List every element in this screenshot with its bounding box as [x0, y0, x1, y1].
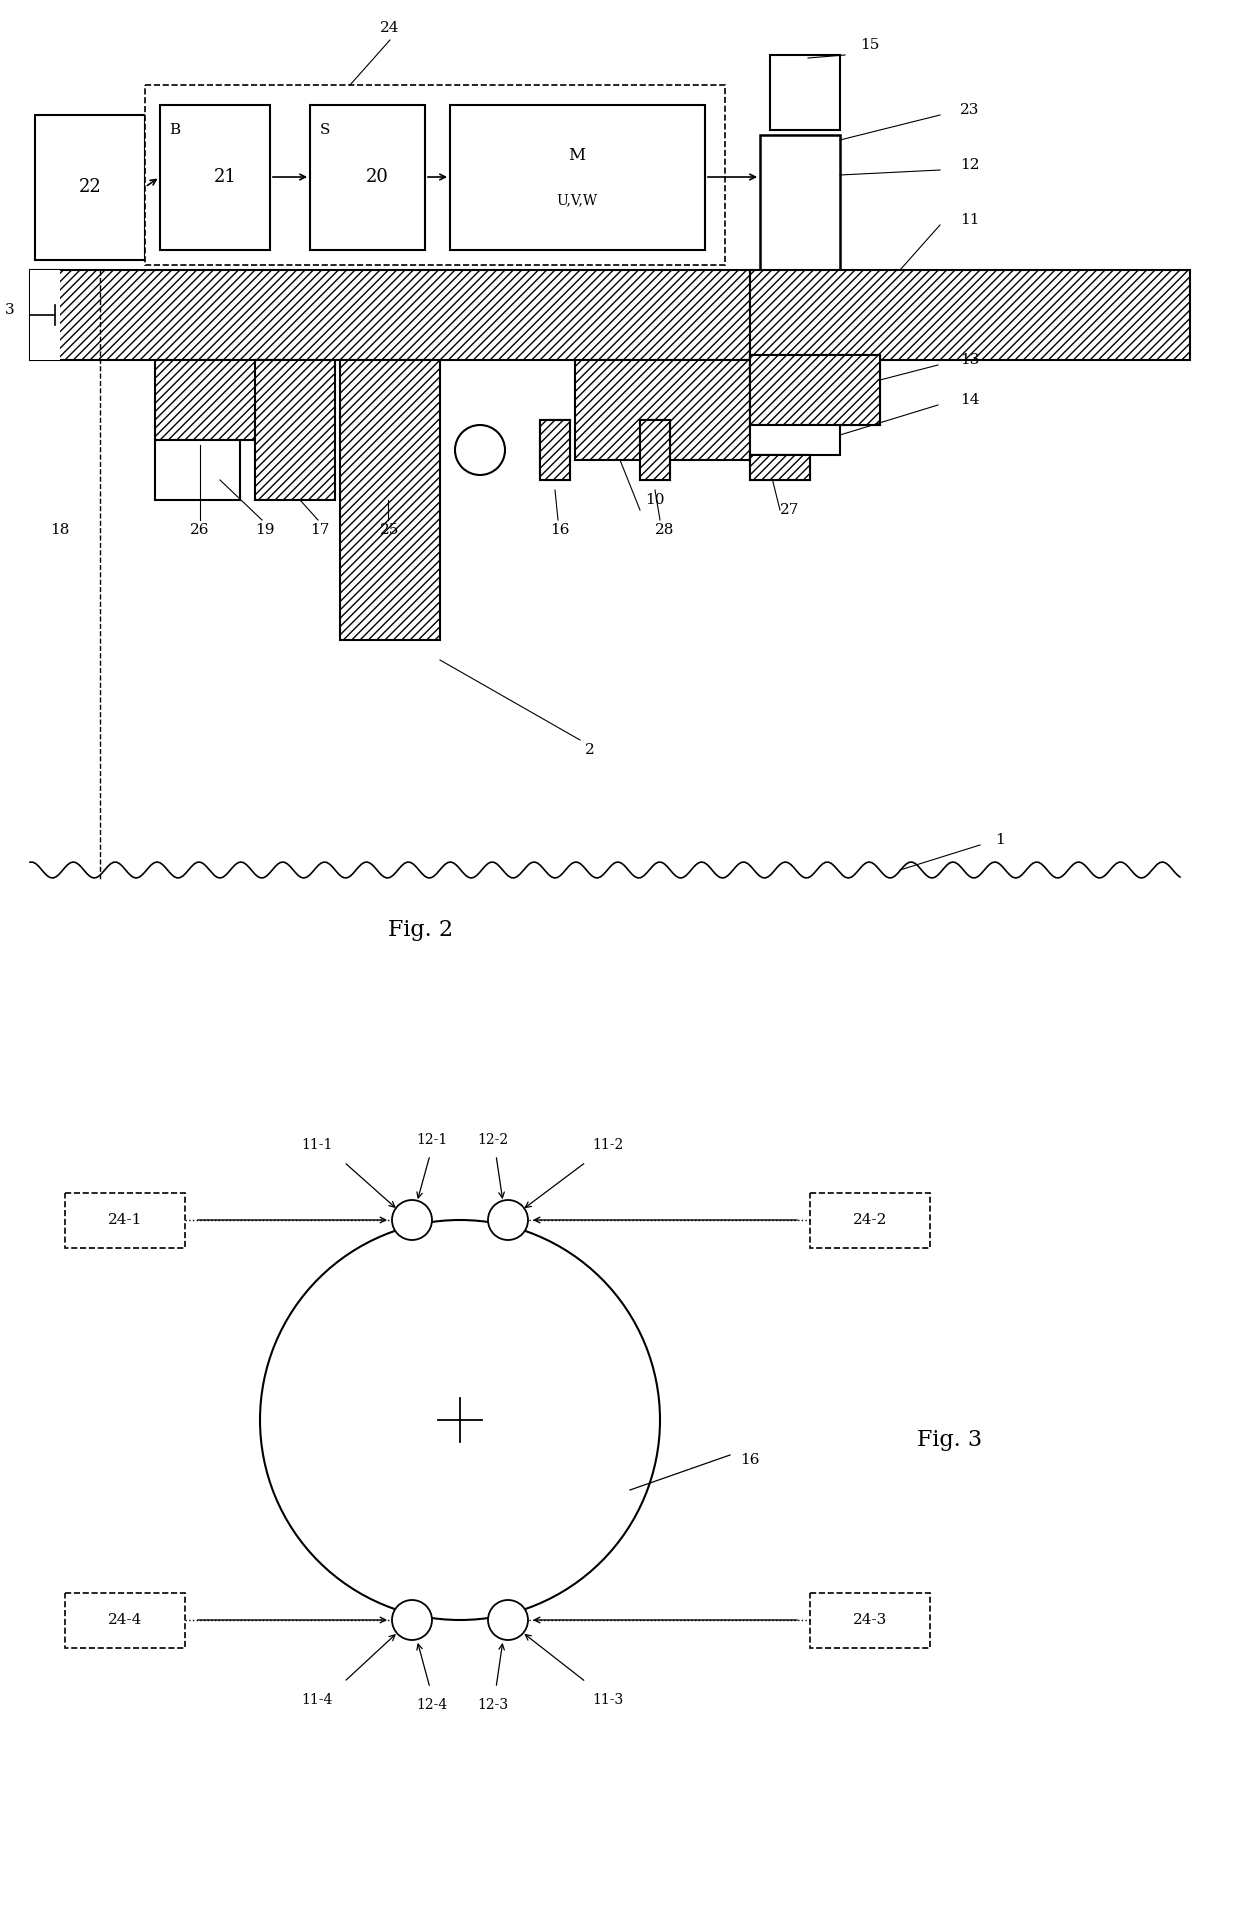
Text: 11: 11	[960, 213, 980, 227]
Bar	[155, 440, 241, 499]
Bar	[255, 360, 335, 499]
Circle shape	[260, 1219, 660, 1619]
Text: 11-3: 11-3	[593, 1694, 624, 1707]
Text: 1: 1	[996, 832, 1004, 848]
Text: 11-4: 11-4	[301, 1694, 332, 1707]
Text: 12: 12	[960, 158, 980, 171]
Text: 23: 23	[960, 103, 980, 116]
Circle shape	[392, 1200, 432, 1240]
Bar	[640, 419, 670, 480]
Text: 12-1: 12-1	[417, 1133, 448, 1147]
Text: 25: 25	[381, 524, 399, 537]
Circle shape	[392, 1600, 432, 1640]
Text: 12-3: 12-3	[477, 1697, 508, 1713]
Text: S: S	[320, 124, 330, 137]
Text: 10: 10	[645, 493, 665, 507]
Bar	[750, 354, 880, 425]
Bar	[750, 455, 810, 480]
Circle shape	[455, 425, 505, 474]
Bar	[640, 419, 670, 480]
Bar	[310, 105, 425, 250]
Bar	[750, 425, 839, 455]
Text: 12-2: 12-2	[477, 1133, 508, 1147]
Bar	[160, 105, 270, 250]
Text: B: B	[170, 124, 181, 137]
Text: 3: 3	[5, 303, 15, 316]
Text: M: M	[568, 147, 585, 164]
Text: 20: 20	[366, 168, 388, 187]
Bar	[30, 271, 60, 360]
Text: 19: 19	[255, 524, 275, 537]
Text: 28: 28	[655, 524, 675, 537]
Bar	[810, 1593, 930, 1648]
Circle shape	[489, 1200, 528, 1240]
Bar	[539, 419, 570, 480]
Text: Fig. 2: Fig. 2	[387, 918, 453, 941]
Bar	[145, 86, 725, 265]
Text: 16: 16	[551, 524, 569, 537]
Circle shape	[489, 1600, 528, 1640]
Bar	[750, 455, 810, 480]
Text: 26: 26	[190, 524, 210, 537]
Bar	[760, 135, 839, 280]
Text: 24-1: 24-1	[108, 1213, 143, 1227]
Text: 15: 15	[861, 38, 879, 51]
Text: U,V,W: U,V,W	[557, 192, 598, 208]
Bar	[64, 1593, 185, 1648]
Text: 27: 27	[780, 503, 800, 516]
Text: 24-4: 24-4	[108, 1614, 143, 1627]
Text: 22: 22	[78, 177, 102, 196]
Text: 2: 2	[585, 743, 595, 756]
Bar	[35, 114, 145, 259]
Text: 24-3: 24-3	[853, 1614, 887, 1627]
Bar	[340, 360, 440, 640]
Text: 18: 18	[51, 524, 69, 537]
Text: 11-2: 11-2	[593, 1137, 624, 1153]
Bar	[450, 105, 706, 250]
Text: 17: 17	[310, 524, 330, 537]
Text: 12-4: 12-4	[417, 1697, 448, 1713]
Text: 21: 21	[213, 168, 237, 187]
Text: Fig. 3: Fig. 3	[918, 1429, 982, 1452]
Bar	[539, 419, 570, 480]
Text: 14: 14	[960, 392, 980, 408]
Text: 24-2: 24-2	[853, 1213, 887, 1227]
Bar	[64, 1193, 185, 1248]
Text: 11-1: 11-1	[301, 1137, 332, 1153]
Bar	[750, 354, 880, 425]
Bar	[750, 271, 1190, 360]
Text: 24: 24	[381, 21, 399, 34]
Bar	[770, 55, 839, 130]
Bar	[30, 271, 750, 360]
Bar	[810, 1193, 930, 1248]
Text: 13: 13	[960, 352, 980, 368]
Bar	[155, 360, 285, 440]
Text: 16: 16	[740, 1454, 760, 1467]
Bar	[575, 360, 750, 459]
